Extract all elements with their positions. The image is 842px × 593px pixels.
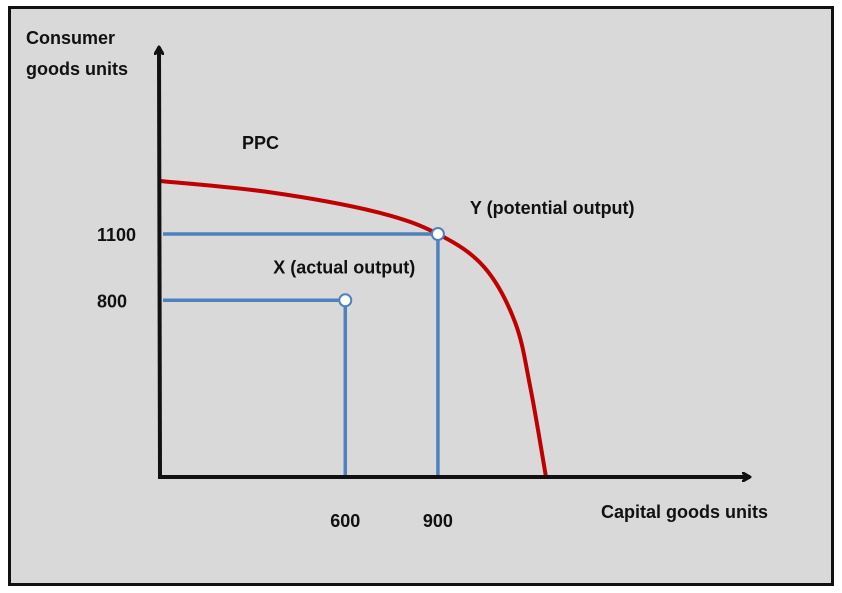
ppc-curve — [158, 178, 548, 479]
output-point-marker — [430, 227, 445, 241]
output-point-marker — [338, 293, 353, 308]
y-axis-label-line-2: goods units — [26, 59, 128, 79]
x-tick-label: 900 — [423, 511, 453, 531]
y-tick-label: 800 — [97, 291, 127, 311]
output-points: X (actual output) Y (potential output) — [273, 198, 635, 308]
y-axis-line — [159, 47, 160, 480]
output-point-label: X (actual output) — [273, 257, 415, 277]
tick-labels: 600 900 800 1100 — [97, 225, 453, 531]
guide-lines — [163, 232, 440, 477]
x-tick-label: 600 — [330, 511, 360, 531]
y-axis-label-line-1: Consumer — [26, 28, 115, 48]
chart-frame — [8, 6, 834, 586]
output-point-label: Y (potential output) — [470, 198, 635, 218]
y-tick-label: 1100 — [97, 225, 136, 245]
x-axis-label: Capital goods units — [601, 502, 768, 522]
curve-label: PPC — [242, 133, 279, 153]
